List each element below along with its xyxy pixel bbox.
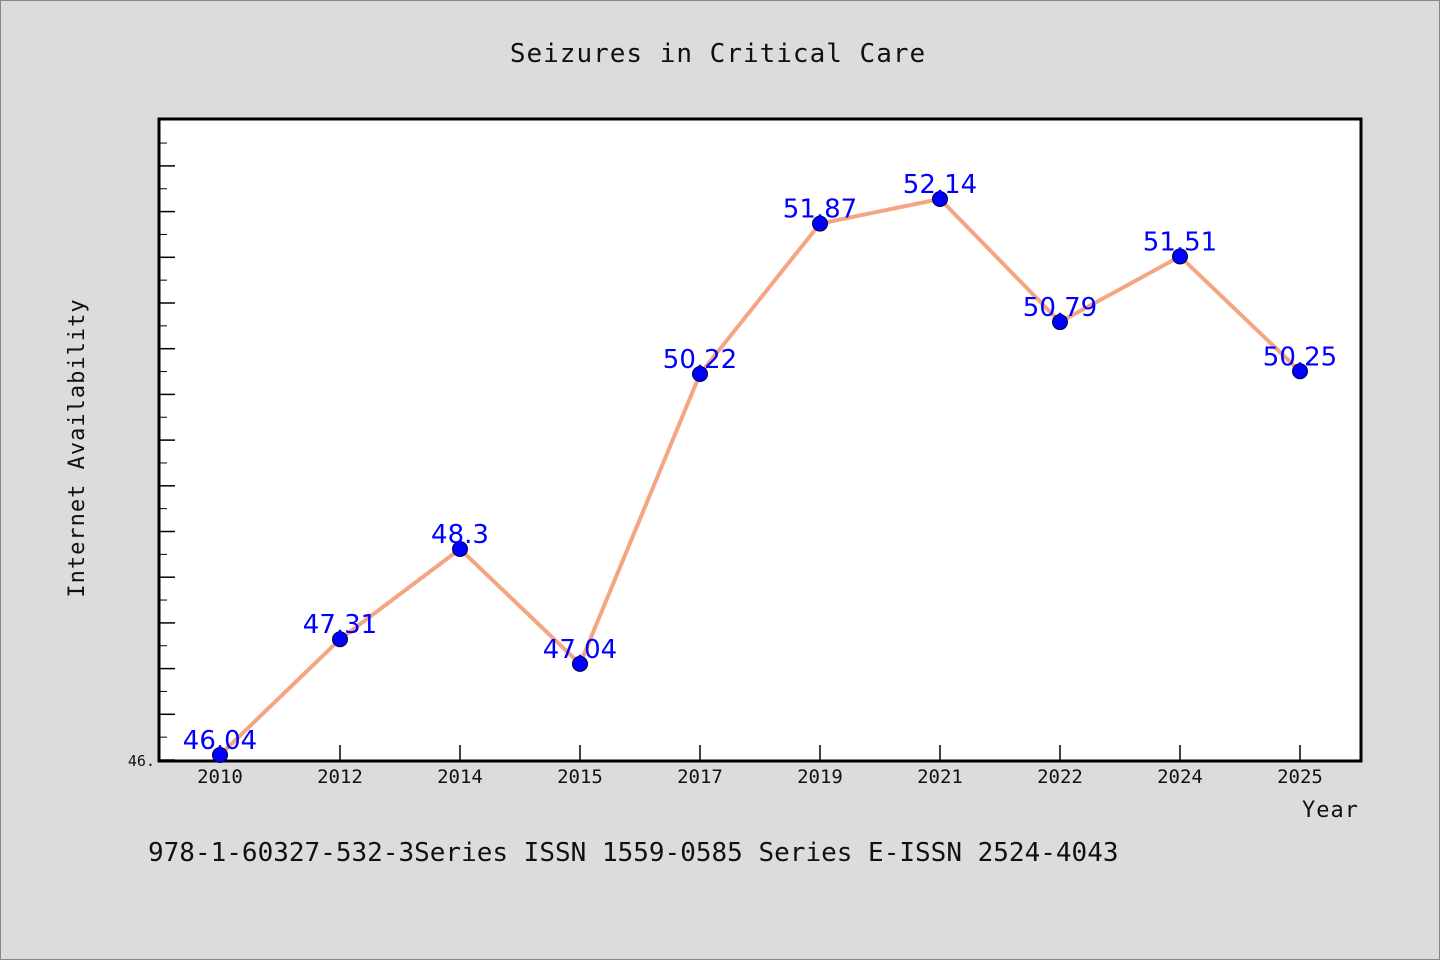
x-tick-label: 2015 — [557, 766, 603, 788]
data-point-marker — [812, 215, 828, 232]
data-label: 50.25 — [1263, 342, 1337, 372]
x-tick-label: 2010 — [197, 766, 243, 788]
y-axis-ticks — [159, 142, 175, 761]
data-point-marker — [452, 541, 468, 558]
x-tick-label: 2019 — [797, 766, 843, 788]
data-point-marker — [212, 747, 228, 763]
data-label: 46.04 — [183, 726, 257, 756]
data-point-marker — [1052, 314, 1068, 331]
data-point-marker — [1172, 248, 1188, 265]
data-label: 47.04 — [543, 635, 617, 665]
footer-text: 978-1-60327-532-3Series ISSN 1559-0585 S… — [148, 838, 1119, 868]
data-label: 51.87 — [783, 195, 857, 225]
data-point-marker — [932, 191, 948, 207]
x-tick-label: 2024 — [1157, 766, 1203, 788]
data-label: 50.22 — [663, 345, 737, 375]
x-tick-label: 2025 — [1277, 766, 1323, 788]
x-tick-label: 2021 — [917, 766, 963, 788]
data-label: 51.51 — [1143, 227, 1217, 257]
data-label: 50.79 — [1023, 293, 1097, 323]
x-tick-label: 2022 — [1037, 766, 1083, 788]
data-point-marker — [692, 366, 708, 383]
plot-area — [157, 117, 1363, 763]
data-label: 52.14 — [903, 170, 977, 200]
x-tick-label: 2017 — [677, 766, 723, 788]
x-tick-label: 2014 — [437, 766, 483, 788]
series-markers — [212, 191, 1308, 763]
x-axis-ticks: 2010 2012 2014 2015 2017 2019 2021 2022 2024 2025 — [197, 745, 1323, 788]
data-label: 48.3 — [431, 520, 489, 550]
data-point-marker — [1292, 363, 1308, 380]
series-line — [218, 197, 1302, 757]
data-point-marker — [332, 631, 348, 648]
data-labels: 46.04 47.31 48.3 47.04 50.22 51.87 52.14 50.79 5… — [183, 170, 1337, 756]
data-label: 47.31 — [303, 610, 377, 640]
x-axis-label: Year — [1302, 798, 1359, 823]
y-tick-label: 46. — [128, 752, 155, 770]
chart-title: Seizures in Critical Care — [510, 39, 926, 69]
data-point-marker — [572, 655, 588, 672]
y-axis-label: Internet Availability — [65, 298, 90, 597]
x-tick-label: 2012 — [317, 766, 363, 788]
